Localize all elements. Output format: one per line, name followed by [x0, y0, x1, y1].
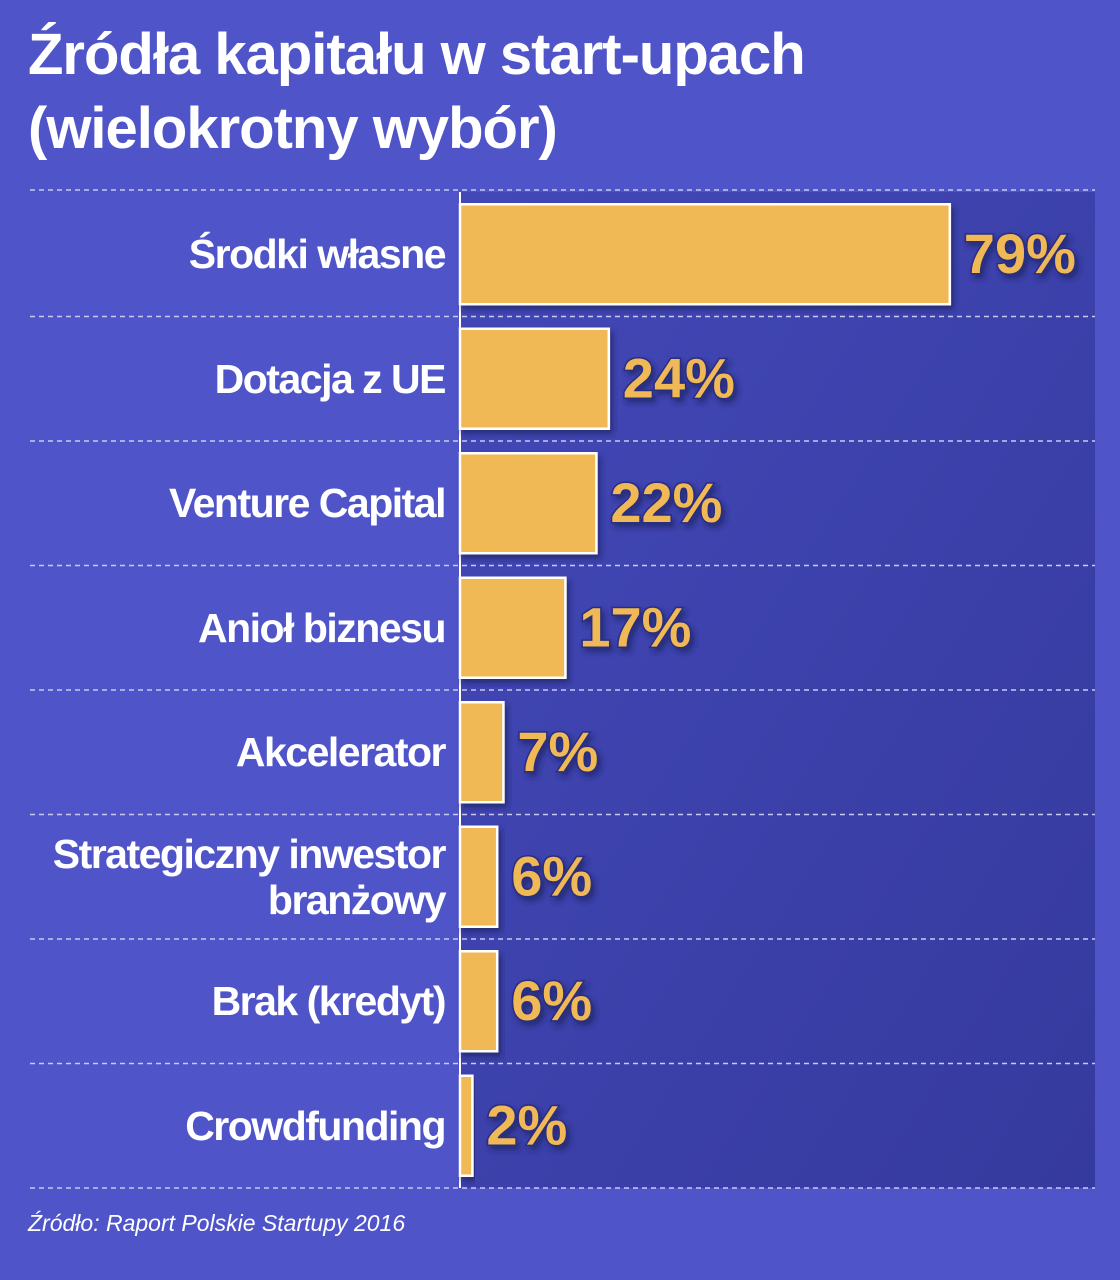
value-label: 79%	[964, 222, 1076, 285]
bar	[458, 576, 567, 679]
bar	[458, 203, 952, 306]
value-label: 24%	[623, 347, 735, 410]
bar	[458, 327, 611, 430]
category-label: Akcelerator	[235, 729, 447, 776]
category-label: Venture Capital	[169, 480, 446, 527]
chart-title: Źródła kapitału w start-upach (wielokrot…	[28, 22, 806, 161]
bar	[458, 825, 499, 928]
bar	[458, 950, 499, 1053]
value-label: 6%	[511, 845, 592, 908]
bar	[458, 452, 598, 555]
value-label: 17%	[579, 596, 691, 659]
category-label: Środki własne	[188, 231, 447, 278]
value-label: 7%	[517, 720, 598, 783]
value-label: 22%	[610, 471, 722, 534]
category-label: Brak (kredyt)	[211, 978, 447, 1025]
category-label: Crowdfunding	[185, 1102, 446, 1149]
value-label: 2%	[486, 1094, 567, 1157]
source: Źródło: Raport Polskie Startupy 2016	[28, 1210, 406, 1236]
value-label: 6%	[511, 969, 592, 1032]
category-label: Strategiczny inwestor branżowy	[52, 830, 447, 923]
category-label: Anioł biznesu	[198, 604, 447, 651]
bar	[458, 701, 505, 804]
category-label: Dotacja z UE	[214, 355, 447, 402]
bar	[458, 1074, 474, 1177]
